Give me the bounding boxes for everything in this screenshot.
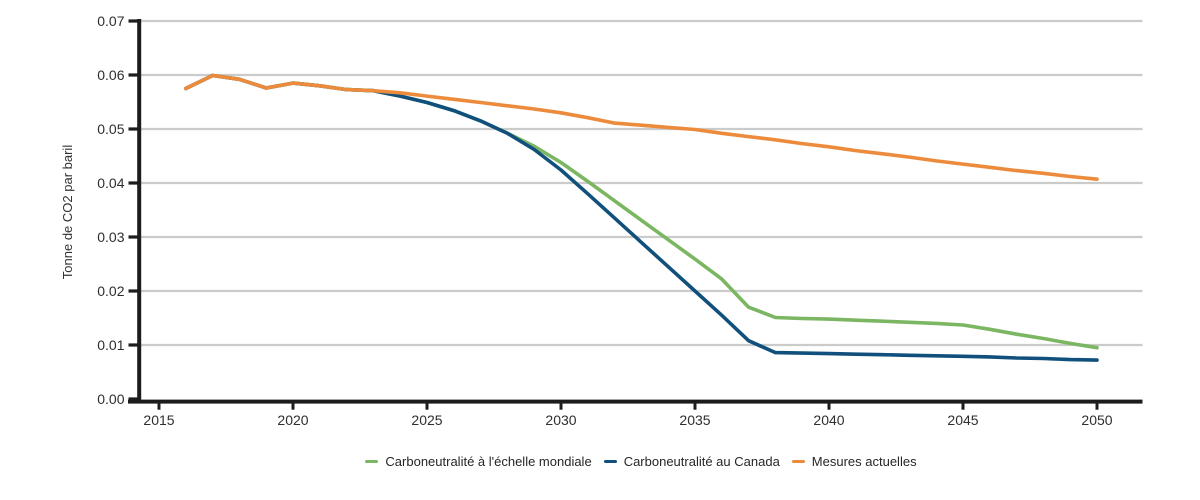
legend-dash-blue-icon (603, 459, 617, 464)
x-tick-label: 2040 (813, 412, 844, 428)
series-line-2 (184, 73, 1099, 181)
y-axis-tick (128, 181, 139, 185)
y-axis-tick (128, 397, 139, 401)
x-axis-tick (1095, 403, 1099, 410)
data-series (184, 73, 1099, 362)
x-axis-tick (157, 403, 161, 410)
y-tick-label: 0.07 (97, 13, 124, 29)
x-axis-tick (827, 403, 831, 410)
x-tick-label: 2030 (545, 412, 576, 428)
y-tick-label: 0.01 (97, 337, 124, 353)
gridlines (139, 19, 1143, 347)
y-axis-tick (128, 235, 139, 239)
x-axis-tick (693, 403, 697, 410)
legend-item-carboneutralite-mondiale: Carboneutralité à l'échelle mondiale (365, 454, 592, 469)
x-tick-label: 2035 (679, 412, 710, 428)
x-axis-tick (291, 403, 295, 410)
x-axis-line (128, 399, 1143, 404)
line-chart: 0.00 0.01 0.02 0.03 0.04 0.05 0.06 0.07 2015 2020… (60, 13, 1143, 428)
chart-legend: Carboneutralité à l'échelle mondiale Car… (139, 454, 1143, 469)
y-tick-label: 0.02 (97, 283, 124, 299)
axes (128, 19, 1143, 410)
axis-tick-labels: 0.00 0.01 0.02 0.03 0.04 0.05 0.06 0.07 2015 2020… (97, 13, 1113, 428)
legend-item-carboneutralite-canada: Carboneutralité au Canada (603, 454, 780, 469)
x-axis-tick (559, 403, 563, 410)
x-tick-label: 2015 (143, 412, 174, 428)
x-tick-label: 2045 (947, 412, 978, 428)
y-axis-title: Tonne de CO2 par baril (60, 145, 75, 280)
y-tick-label: 0.03 (97, 229, 124, 245)
y-tick-label: 0.05 (97, 121, 124, 137)
legend-label: Mesures actuelles (811, 454, 917, 469)
legend-dash-green-icon (365, 459, 379, 464)
x-tick-label: 2020 (277, 412, 308, 428)
y-axis-tick (128, 289, 139, 293)
series-line-0 (184, 73, 1099, 350)
x-tick-label: 2050 (1081, 412, 1112, 428)
series-line-1 (184, 73, 1099, 362)
y-axis-tick (128, 19, 139, 23)
y-axis-line (137, 19, 142, 404)
y-tick-label: 0.06 (97, 67, 124, 83)
x-axis-tick (425, 403, 429, 410)
y-tick-label: 0.04 (97, 175, 124, 191)
legend-dash-orange-icon (791, 459, 805, 464)
x-axis-tick (961, 403, 965, 410)
legend-item-mesures-actuelles: Mesures actuelles (791, 454, 917, 469)
y-axis-tick (128, 127, 139, 131)
y-axis-tick (128, 343, 139, 347)
y-axis-tick (128, 73, 139, 77)
legend-label: Carboneutralité au Canada (623, 454, 780, 469)
x-tick-label: 2025 (411, 412, 442, 428)
legend-label: Carboneutralité à l'échelle mondiale (385, 454, 592, 469)
y-tick-label: 0.00 (97, 391, 124, 407)
